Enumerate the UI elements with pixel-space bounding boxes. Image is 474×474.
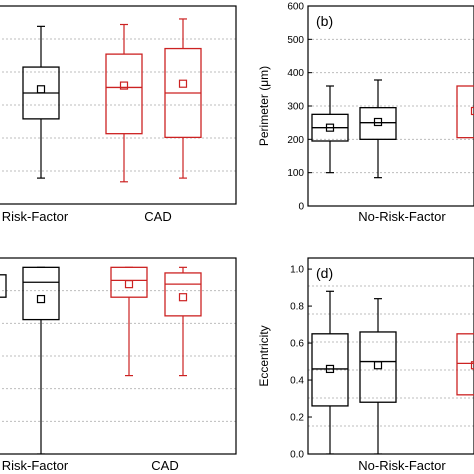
- y-tick-label: 600: [287, 2, 304, 13]
- plot-frame: [307, 257, 474, 455]
- boxes-group: [311, 79, 474, 179]
- category-label: CAD: [151, 458, 178, 473]
- category-label: Risk-Factor: [2, 209, 69, 224]
- y-tick-label: 0.4: [290, 376, 304, 387]
- panel-c: Risk-Factor CAD: [0, 257, 237, 473]
- box-iqr: [359, 331, 397, 403]
- box-mean-marker: [178, 79, 188, 88]
- box-mean-marker: [325, 123, 335, 132]
- box-mean-marker: [36, 85, 46, 94]
- boxes-group: [22, 18, 202, 183]
- y-tick-label: 200: [287, 135, 304, 146]
- box-iqr: [105, 53, 143, 135]
- box-mean-marker: [373, 117, 383, 127]
- box-iqr: [456, 85, 474, 139]
- y-tick-label: 100: [287, 168, 304, 179]
- boxes-group: [0, 266, 202, 454]
- box-mean-marker: [373, 361, 383, 370]
- y-tick-label: 0.8: [290, 302, 304, 313]
- box-mean-marker: [325, 364, 335, 374]
- box-iqr: [164, 272, 202, 317]
- category-label: No-Risk-Factor: [358, 209, 446, 224]
- category-label: CAD: [144, 209, 171, 224]
- box-mean-marker: [178, 293, 188, 302]
- box-iqr: [311, 333, 349, 407]
- category-label: Risk-Factor: [2, 458, 69, 473]
- box-mean-marker: [124, 280, 134, 289]
- panel-b: 0 100 200 300 400 500 600 Perimeter (μm) (b) No-R…: [257, 2, 474, 224]
- y-tick-label: 400: [287, 68, 304, 79]
- y-tick-label: 0.0: [290, 450, 304, 461]
- y-tick-label: 500: [287, 35, 304, 46]
- panel-label: (b): [316, 13, 333, 29]
- y-tick-label: 0: [298, 202, 304, 213]
- boxes-group: [311, 290, 474, 454]
- box-mean-marker: [470, 106, 474, 116]
- y-tick-label: 0.2: [290, 413, 304, 424]
- category-label: No-Risk-Factor: [358, 458, 446, 473]
- box-iqr: [359, 107, 397, 140]
- panel-a: Risk-Factor CAD: [0, 5, 237, 224]
- y-axis-label: Perimeter (μm): [257, 66, 271, 146]
- box-iqr: [22, 266, 60, 321]
- box-mean-marker: [119, 81, 129, 90]
- y-tick-label: 0.6: [290, 339, 304, 350]
- plot-frame: [0, 257, 237, 455]
- box-mean-marker: [36, 294, 46, 304]
- box-mean-marker: [470, 361, 474, 370]
- box-iqr: [110, 266, 148, 298]
- y-tick-label: 1.0: [290, 265, 304, 276]
- y-tick-label: 300: [287, 102, 304, 113]
- panel-d: 0.0 0.2 0.4 0.6 0.8 1.0 Eccentricity (d) No-Risk…: [257, 257, 474, 473]
- box-iqr: [0, 274, 7, 298]
- y-axis-label: Eccentricity: [257, 325, 271, 386]
- box-iqr: [456, 333, 474, 396]
- panel-label: (d): [316, 265, 333, 281]
- plot-frame: [0, 5, 237, 205]
